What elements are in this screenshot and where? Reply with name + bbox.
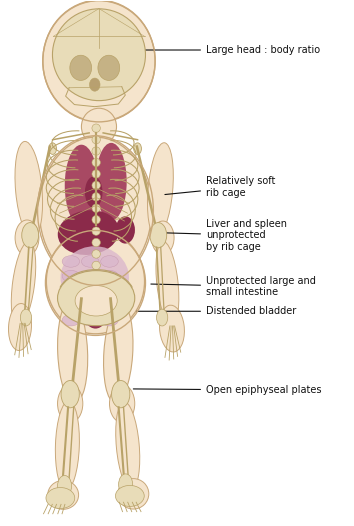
- Ellipse shape: [92, 250, 101, 258]
- Ellipse shape: [39, 137, 152, 284]
- Circle shape: [112, 380, 130, 408]
- Ellipse shape: [92, 272, 101, 281]
- Ellipse shape: [92, 124, 101, 133]
- Circle shape: [156, 309, 168, 326]
- Text: Unprotected large and
small intestine: Unprotected large and small intestine: [151, 276, 316, 297]
- Ellipse shape: [92, 135, 101, 144]
- Circle shape: [58, 385, 83, 422]
- Ellipse shape: [49, 143, 57, 155]
- Ellipse shape: [84, 297, 107, 329]
- Ellipse shape: [75, 286, 117, 316]
- Circle shape: [119, 474, 133, 495]
- Ellipse shape: [156, 241, 179, 325]
- Ellipse shape: [61, 246, 129, 309]
- Ellipse shape: [116, 216, 135, 244]
- Circle shape: [152, 221, 174, 255]
- Ellipse shape: [96, 143, 127, 220]
- Ellipse shape: [92, 170, 101, 178]
- Ellipse shape: [92, 296, 101, 304]
- Circle shape: [61, 380, 79, 408]
- Ellipse shape: [62, 300, 80, 311]
- Circle shape: [58, 476, 72, 497]
- Ellipse shape: [62, 315, 80, 326]
- Ellipse shape: [92, 181, 101, 189]
- Ellipse shape: [85, 176, 102, 208]
- Ellipse shape: [81, 300, 99, 311]
- Ellipse shape: [92, 216, 101, 224]
- Ellipse shape: [62, 285, 80, 297]
- Ellipse shape: [92, 158, 101, 167]
- Ellipse shape: [81, 108, 116, 145]
- Ellipse shape: [92, 261, 101, 270]
- Ellipse shape: [90, 78, 100, 91]
- Ellipse shape: [46, 229, 144, 334]
- Ellipse shape: [116, 402, 140, 489]
- Text: Relatively soft
rib cage: Relatively soft rib cage: [165, 176, 275, 198]
- Ellipse shape: [62, 256, 80, 267]
- Ellipse shape: [148, 143, 173, 236]
- Ellipse shape: [92, 227, 101, 235]
- Text: Distended bladder: Distended bladder: [137, 306, 296, 316]
- Ellipse shape: [81, 315, 99, 326]
- Ellipse shape: [101, 300, 118, 311]
- Ellipse shape: [103, 304, 133, 403]
- Ellipse shape: [101, 285, 118, 297]
- Ellipse shape: [92, 238, 101, 247]
- Ellipse shape: [58, 301, 88, 403]
- Ellipse shape: [65, 145, 98, 226]
- Circle shape: [22, 222, 39, 248]
- Ellipse shape: [55, 401, 79, 490]
- Circle shape: [15, 220, 39, 256]
- Ellipse shape: [92, 284, 101, 292]
- Circle shape: [20, 309, 32, 326]
- Ellipse shape: [43, 1, 155, 122]
- Ellipse shape: [92, 204, 101, 213]
- Ellipse shape: [101, 270, 118, 282]
- Text: Liver and spleen
unprotected
by rib cage: Liver and spleen unprotected by rib cage: [158, 219, 287, 252]
- Ellipse shape: [52, 9, 145, 100]
- Ellipse shape: [92, 147, 101, 155]
- Text: Open epiphyseal plates: Open epiphyseal plates: [133, 385, 321, 395]
- Text: Large head : body ratio: Large head : body ratio: [140, 45, 320, 55]
- Ellipse shape: [62, 270, 80, 282]
- Ellipse shape: [15, 141, 42, 238]
- Ellipse shape: [118, 479, 149, 509]
- Ellipse shape: [48, 480, 79, 509]
- Ellipse shape: [92, 193, 101, 201]
- Ellipse shape: [46, 488, 75, 509]
- Ellipse shape: [11, 241, 36, 327]
- Ellipse shape: [70, 55, 92, 80]
- Circle shape: [150, 222, 167, 248]
- Ellipse shape: [160, 305, 184, 352]
- Ellipse shape: [101, 256, 118, 267]
- Ellipse shape: [115, 485, 144, 507]
- Ellipse shape: [58, 270, 135, 326]
- Ellipse shape: [81, 256, 99, 267]
- Circle shape: [109, 385, 135, 422]
- Ellipse shape: [58, 210, 119, 255]
- Ellipse shape: [134, 143, 142, 155]
- Ellipse shape: [98, 55, 120, 80]
- Ellipse shape: [81, 270, 99, 282]
- Ellipse shape: [81, 285, 99, 297]
- Ellipse shape: [8, 304, 32, 350]
- Ellipse shape: [101, 315, 118, 326]
